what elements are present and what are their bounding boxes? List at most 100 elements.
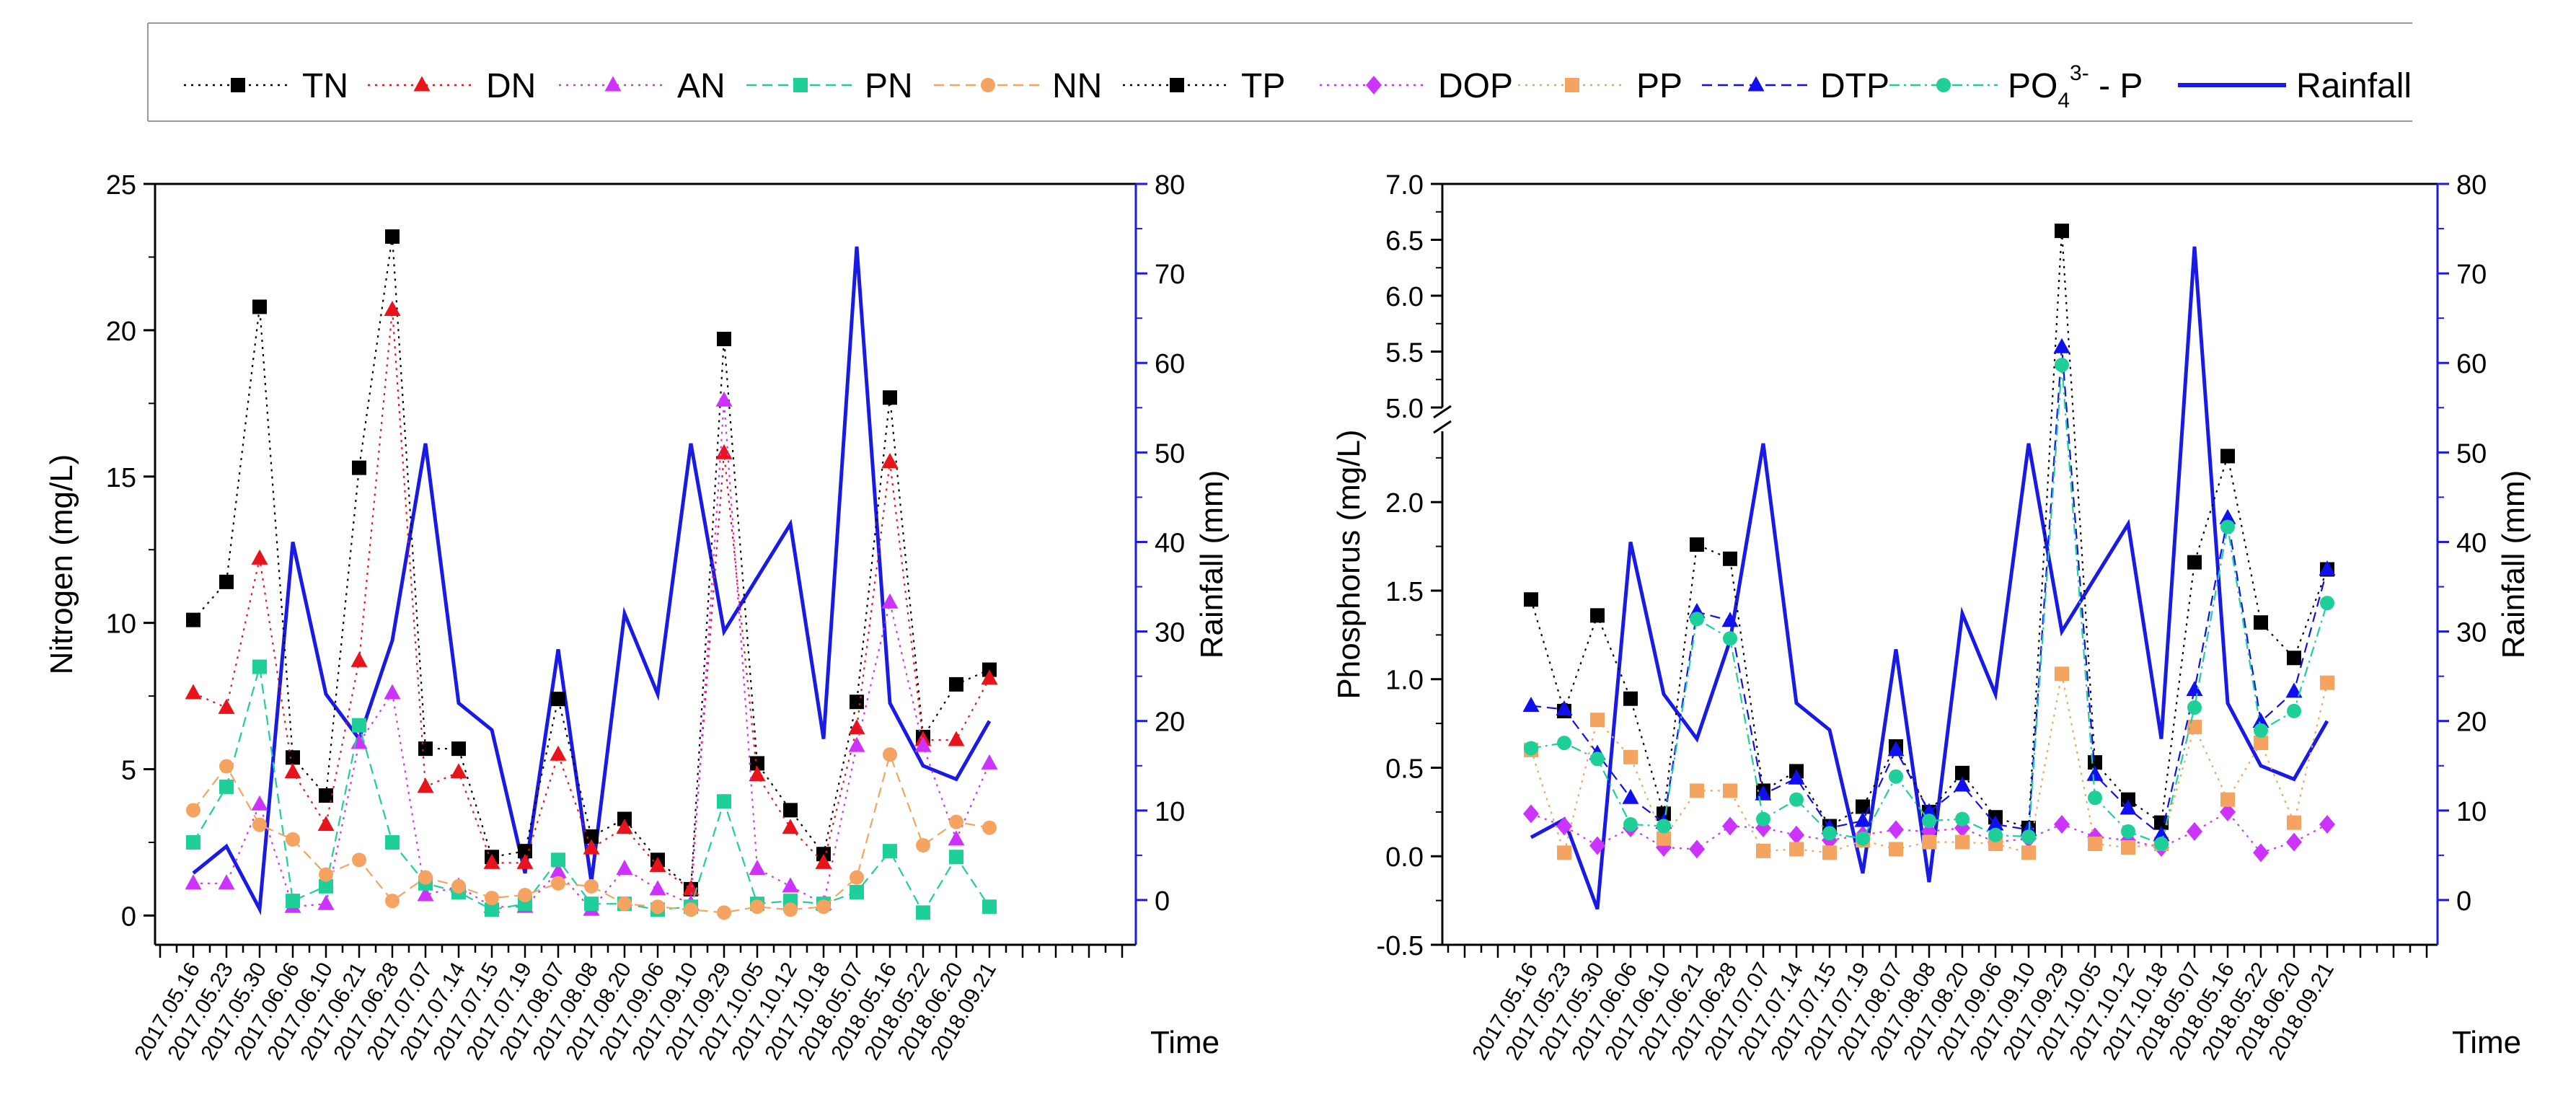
data-point-PP	[2220, 792, 2235, 807]
legend-label-Rainfall: Rainfall	[2296, 67, 2412, 105]
data-point-PN	[949, 850, 963, 865]
data-point-DTP	[2285, 682, 2303, 698]
legend-sub-PO4: 4	[2057, 89, 2070, 113]
data-point-AN	[218, 874, 235, 890]
data-point-DTP	[2252, 713, 2270, 728]
y2-axis-title: Rainfall (mm)	[1194, 470, 1230, 659]
data-point-DN	[782, 819, 799, 834]
data-point-PN	[485, 902, 499, 917]
data-point-PN	[982, 899, 997, 915]
data-point-TN	[850, 695, 864, 710]
data-point-DOP	[1589, 836, 1605, 855]
y-tick-label: 2.0	[1385, 488, 1424, 519]
data-point-DOP	[1523, 804, 1539, 824]
legend-marker-DOP	[1366, 76, 1382, 94]
legend-marker-DTP	[1747, 76, 1765, 92]
data-point-PO4	[2287, 703, 2301, 718]
data-point-TN	[750, 756, 764, 771]
data-point-DN	[583, 839, 600, 855]
data-point-NN	[219, 759, 234, 774]
y2-tick-label: 30	[2456, 618, 2487, 648]
data-point-DTP	[1788, 769, 1805, 785]
data-point-DN	[550, 745, 567, 761]
data-point-NN	[584, 878, 599, 894]
data-point-PO4	[1723, 631, 1737, 646]
legend-label-PN: PN	[865, 67, 913, 105]
data-point-NN	[252, 817, 267, 832]
legend-label-AN: AN	[677, 67, 725, 105]
data-point-DTP	[2186, 680, 2203, 696]
legend-label-PO4: PO43- - P	[2008, 61, 2143, 113]
data-point-TN	[418, 741, 433, 757]
data-point-DTP	[1854, 811, 1871, 827]
data-point-TP	[1524, 592, 1538, 607]
data-point-DOP	[1689, 839, 1705, 859]
data-point-AN	[749, 860, 766, 875]
data-point-DN	[749, 766, 766, 782]
data-point-DN	[185, 684, 202, 700]
data-point-NN	[850, 870, 864, 885]
data-point-TN	[286, 750, 300, 765]
legend-label-NN: NN	[1052, 67, 1102, 105]
data-point-DTP	[1987, 815, 2004, 831]
data-point-TP	[1723, 551, 1737, 566]
y2-tick-label: 10	[2456, 797, 2487, 827]
legend-label-DOP: DOP	[1438, 67, 1513, 105]
series-line-TP	[1530, 231, 2329, 829]
y2-tick-label: 80	[1155, 170, 1185, 200]
data-point-TN	[783, 803, 798, 818]
data-point-AN	[715, 391, 733, 407]
legend-marker-NN	[981, 78, 995, 92]
data-point-PO4	[1756, 811, 1770, 827]
data-point-DTP	[1721, 612, 1739, 627]
legend-marker-PN	[793, 78, 808, 92]
y2-tick-label: 60	[2456, 349, 2487, 379]
data-point-PP	[2287, 815, 2301, 830]
data-point-DN	[981, 669, 998, 685]
data-point-AN	[417, 886, 434, 902]
data-point-PO4	[1988, 827, 2003, 842]
y2-tick-label: 80	[2456, 170, 2487, 200]
data-point-DN	[317, 816, 335, 832]
data-point-TP	[1590, 608, 1605, 623]
y2-tick-label: 10	[1155, 797, 1185, 827]
data-point-DOP	[2054, 815, 2070, 834]
y-tick-label: 6.0	[1385, 282, 1424, 312]
y2-tick-label: 50	[2456, 438, 2487, 469]
data-point-NN	[949, 814, 963, 829]
data-point-PP	[1657, 831, 1671, 846]
x-axis-title: Time	[1150, 1025, 1219, 1060]
data-point-TP	[2220, 449, 2235, 464]
y-tick-label: 6.5	[1385, 226, 1424, 257]
data-point-DN	[284, 763, 301, 779]
data-point-DTP	[1556, 700, 1573, 715]
data-point-PO4	[1590, 752, 1605, 767]
data-point-DN	[384, 300, 401, 316]
y2-axis-title: Rainfall (mm)	[2496, 470, 2531, 659]
data-point-NN	[286, 832, 300, 847]
data-point-PN	[252, 659, 267, 674]
data-point-TP	[1955, 765, 1970, 780]
data-point-TN	[883, 390, 897, 405]
legend-marker-AN	[604, 76, 622, 92]
y-tick-label: 1.0	[1385, 666, 1424, 696]
data-point-AN	[848, 736, 865, 752]
data-point-NN	[186, 803, 200, 818]
data-point-TP	[2187, 555, 2202, 570]
data-point-DN	[715, 444, 733, 459]
data-point-DTP	[2120, 799, 2137, 815]
data-point-DN	[616, 819, 633, 834]
data-point-NN	[352, 852, 366, 868]
data-point-NN	[916, 838, 930, 853]
data-point-PO4	[1822, 826, 1837, 841]
data-point-TN	[551, 692, 565, 707]
data-point-AN	[948, 830, 965, 846]
data-point-NN	[982, 820, 997, 835]
data-point-PO4	[1623, 817, 1638, 832]
y-tick-label: -0.5	[1377, 931, 1424, 961]
data-point-DN	[417, 777, 434, 793]
data-point-AN	[384, 684, 401, 700]
data-point-PO4	[2320, 596, 2334, 611]
data-point-NN	[418, 870, 433, 885]
